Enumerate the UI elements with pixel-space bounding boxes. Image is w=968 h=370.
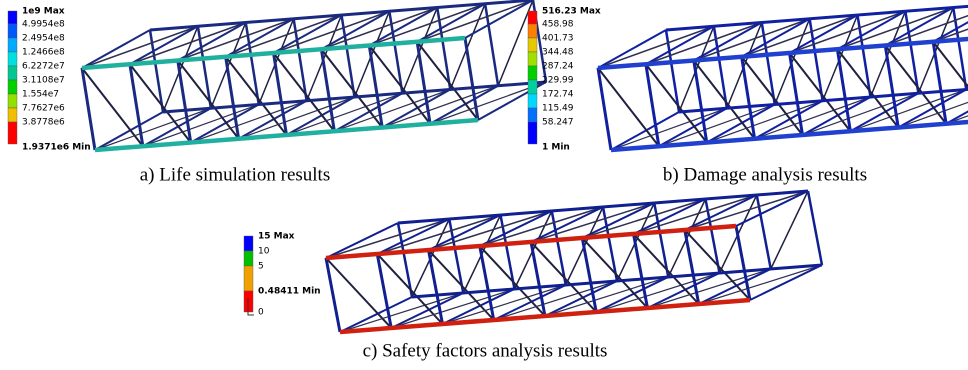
member [429, 250, 443, 324]
member [611, 120, 968, 150]
legend-label: 287.24 [542, 62, 574, 72]
truss-model [326, 191, 822, 332]
legend-swatch [8, 108, 17, 122]
legend-swatch [528, 108, 537, 122]
truss-model [598, 0, 968, 150]
member [321, 49, 334, 131]
member [326, 258, 340, 332]
member [885, 46, 898, 128]
legend-swatch [528, 11, 537, 24]
member [95, 120, 478, 150]
legend-label: 1e9 Max [22, 7, 65, 17]
legend-label: 5 [258, 262, 264, 272]
legend-swatch [528, 66, 537, 80]
legend-swatch [528, 122, 537, 144]
legend-swatch [528, 52, 537, 66]
member [480, 246, 494, 320]
legend-label: 172.74 [542, 90, 574, 100]
caption: b) Damage analysis results [663, 164, 867, 185]
legend-swatch [8, 24, 17, 38]
member [274, 53, 287, 135]
caption: c) Safety factors analysis results [363, 340, 608, 361]
member [582, 238, 596, 312]
member [742, 57, 755, 139]
member [634, 234, 648, 308]
member [82, 38, 465, 68]
legend-label: 344.48 [542, 48, 574, 58]
legend-swatch [244, 266, 253, 291]
member [685, 230, 699, 304]
legend-label: 4.9954e8 [22, 20, 65, 30]
member [837, 49, 850, 131]
legend-label: 516.23 Max [542, 7, 601, 17]
member [736, 226, 750, 300]
member [498, 0, 533, 86]
member [340, 300, 750, 332]
member [226, 57, 239, 139]
legend-label: 6.2272e7 [22, 62, 65, 72]
member [377, 254, 391, 328]
member [933, 42, 946, 124]
legend-label: 15 Max [258, 232, 295, 242]
legend-label: 229.99 [542, 76, 574, 86]
member [598, 68, 611, 150]
member [808, 191, 822, 265]
legend-label: 58.247 [542, 118, 574, 128]
legend-label: 1.2466e8 [22, 48, 65, 58]
caption: a) Life simulation results [140, 164, 330, 185]
member [646, 64, 659, 146]
legend-swatch [244, 236, 253, 251]
member [790, 53, 803, 135]
legend-label: 2.4954e8 [22, 34, 65, 44]
legend-label: 0.48411 Min [258, 287, 321, 297]
member [694, 61, 707, 143]
legend-swatch [528, 24, 537, 38]
member [178, 61, 191, 143]
member [369, 46, 382, 128]
legend-swatch [8, 38, 17, 52]
legend-swatch [8, 52, 17, 66]
legend-label: 10 [258, 247, 270, 257]
legend-label: 1.554e7 [22, 90, 59, 100]
member [82, 68, 95, 150]
truss-model [82, 0, 546, 150]
legend-swatch [528, 80, 537, 94]
figure: 1e9 Max 4.9954e8 2.4954e8 1.2466e8 6.2272e7 3… [0, 0, 968, 366]
legend-swatch [8, 94, 17, 108]
legend-label: 3.8778e6 [22, 118, 65, 128]
legend-label: 7.7627e6 [22, 104, 65, 114]
legend-swatch [528, 94, 537, 108]
legend-label: 115.49 [542, 104, 574, 114]
legend-label: 458.98 [542, 20, 574, 30]
legend-label: 1.9371e6 Min [22, 143, 91, 153]
member [465, 38, 478, 120]
legend-label: 3.1108e7 [22, 76, 65, 86]
member [771, 191, 808, 269]
member [417, 42, 430, 124]
member [130, 64, 143, 146]
legend-swatch [8, 11, 17, 24]
legend-swatch [8, 122, 17, 144]
member [531, 242, 545, 316]
legend-swatch [528, 38, 537, 52]
legend-swatch [244, 251, 253, 266]
legend-swatch [8, 66, 17, 80]
legend-swatch [8, 80, 17, 94]
legend-label: 0 [258, 308, 264, 318]
legend-label: 401.73 [542, 34, 574, 44]
legend-label: 1 Min [542, 143, 570, 153]
